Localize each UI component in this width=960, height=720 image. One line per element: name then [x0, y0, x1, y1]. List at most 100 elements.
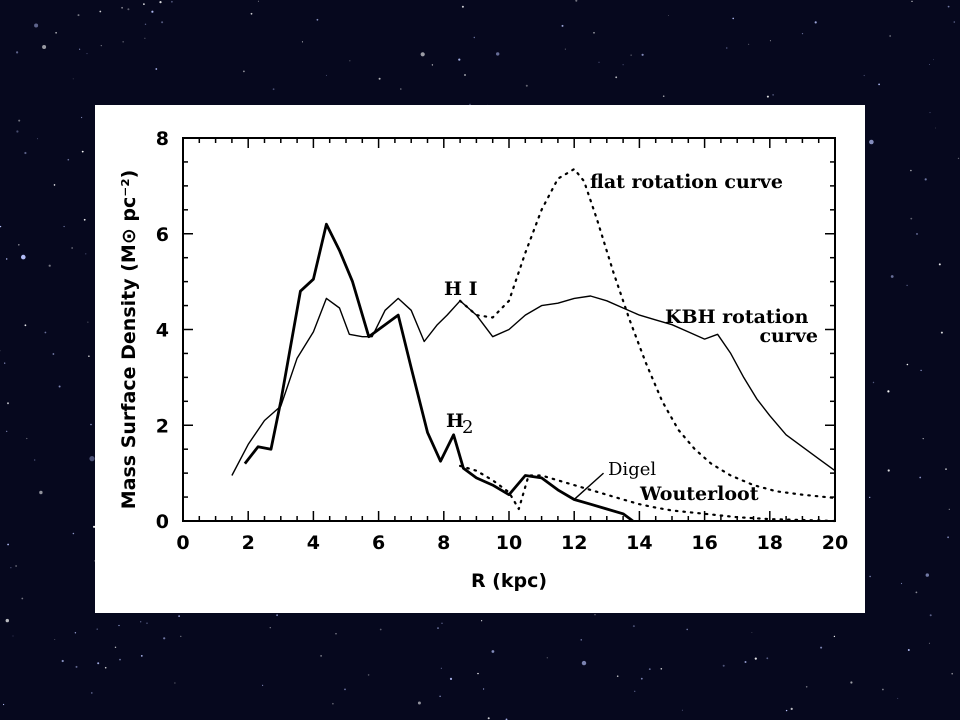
star — [439, 695, 441, 697]
star — [316, 18, 319, 21]
star — [16, 130, 19, 133]
star — [957, 157, 960, 160]
star — [21, 597, 24, 600]
star — [953, 21, 956, 23]
star — [63, 225, 65, 228]
star — [79, 48, 81, 50]
star — [379, 628, 382, 631]
star — [732, 17, 734, 20]
star — [951, 672, 953, 675]
figure-panel: 0 2 4 6 8 10 12 14 16 18 20 0 2 4 6 8 R (kpc) Mass Surfa… — [95, 105, 865, 613]
star — [320, 655, 322, 657]
series-line-2 — [243, 222, 634, 523]
star — [947, 536, 949, 539]
star — [473, 36, 475, 39]
star — [916, 233, 918, 235]
star — [344, 688, 346, 691]
star — [947, 5, 950, 8]
star — [52, 353, 55, 355]
star — [16, 51, 19, 54]
star — [924, 178, 927, 181]
x-tick-label: 0 — [176, 532, 189, 554]
star — [100, 45, 102, 47]
star — [146, 622, 148, 624]
x-tick-label: 2 — [242, 532, 255, 554]
star — [367, 674, 370, 676]
star — [766, 95, 769, 98]
x-tick-label: 6 — [372, 532, 385, 554]
star — [144, 23, 147, 25]
star — [938, 263, 941, 266]
star — [140, 655, 143, 657]
star — [0, 350, 1, 352]
star — [878, 83, 880, 86]
star — [622, 64, 624, 66]
y-tick-label: 8 — [156, 128, 169, 150]
digel-pointer-line — [573, 472, 605, 500]
star — [163, 637, 166, 640]
star — [910, 169, 912, 172]
star — [483, 688, 485, 690]
star — [10, 567, 12, 569]
star — [171, 0, 173, 3]
star — [580, 639, 582, 641]
star — [87, 321, 89, 323]
star — [907, 649, 910, 651]
series-line-1 — [459, 168, 837, 500]
star — [114, 646, 117, 648]
star — [461, 5, 464, 8]
star — [272, 88, 275, 91]
star — [748, 43, 750, 45]
star — [751, 632, 753, 633]
star — [332, 702, 334, 705]
star — [833, 635, 836, 638]
star — [785, 709, 788, 712]
star — [662, 95, 665, 97]
star — [889, 35, 891, 37]
star — [48, 264, 51, 267]
star — [58, 385, 61, 388]
star — [887, 469, 890, 472]
star — [928, 642, 930, 644]
y-axis-title: Mass Surface Density (M⊙ pc⁻²) — [118, 170, 140, 510]
star — [0, 225, 2, 228]
star — [814, 21, 817, 24]
star — [257, 0, 259, 2]
star — [925, 573, 929, 577]
hi-label: H I — [444, 278, 478, 300]
star — [151, 10, 154, 13]
star — [325, 74, 327, 76]
x-tick-label: 12 — [561, 532, 587, 554]
star — [940, 331, 943, 334]
star — [54, 639, 56, 640]
star — [21, 254, 26, 260]
star — [34, 459, 36, 461]
star — [641, 53, 644, 56]
star — [790, 707, 793, 711]
y-tick-label: 0 — [156, 511, 169, 533]
star — [922, 438, 924, 440]
star — [174, 682, 176, 684]
star — [42, 45, 47, 49]
star — [487, 717, 490, 720]
star — [440, 667, 442, 669]
x-axis-title: R (kpc) — [471, 570, 547, 592]
star — [491, 650, 495, 653]
star — [906, 284, 908, 287]
star — [632, 625, 635, 628]
star — [766, 657, 769, 660]
star — [581, 660, 587, 666]
star — [933, 59, 934, 61]
star — [122, 41, 124, 43]
star — [159, 0, 162, 4]
star — [349, 60, 351, 62]
star — [417, 701, 421, 705]
star — [72, 78, 74, 80]
star — [915, 591, 918, 594]
star — [820, 646, 823, 649]
star — [640, 677, 643, 680]
y-tick-label: 4 — [156, 320, 169, 342]
star — [44, 331, 47, 334]
star — [5, 618, 9, 623]
star — [911, 0, 913, 2]
